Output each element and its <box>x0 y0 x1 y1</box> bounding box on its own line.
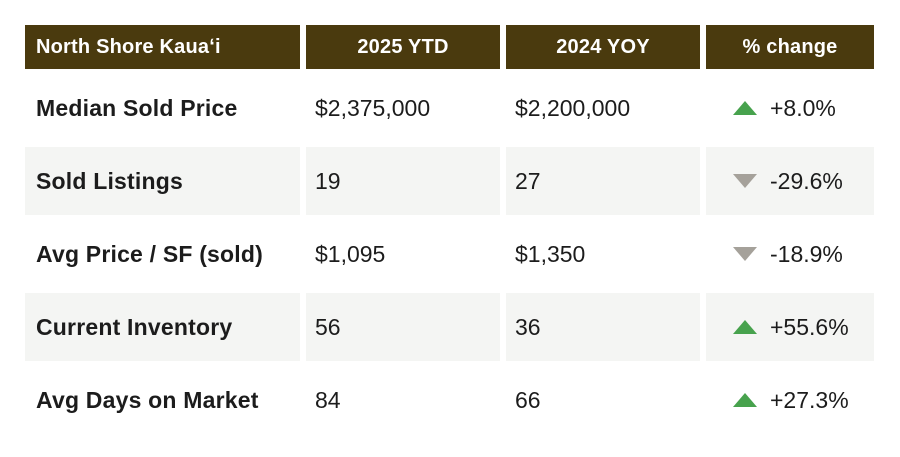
trend-triangle-icon <box>733 174 757 188</box>
value-2025-ytd: 19 <box>306 147 500 215</box>
change-value: +27.3% <box>770 386 849 413</box>
value-2024-yoy: 66 <box>515 386 541 413</box>
change-value: +8.0% <box>770 94 836 121</box>
change-indicator: +8.0% <box>733 95 874 122</box>
value-2024-yoy: 36 <box>506 293 700 361</box>
value-pct-change: -29.6% <box>706 147 874 215</box>
change-indicator: +55.6% <box>733 314 874 341</box>
metric-label: Current Inventory <box>25 293 300 361</box>
table-row: Avg Days on Market 84 66 +27.3% <box>25 366 874 434</box>
change-value: -18.9% <box>770 240 843 267</box>
value-2024-yoy: $1,350 <box>515 240 586 267</box>
change-indicator: -18.9% <box>733 241 874 268</box>
table-row: Current Inventory 56 36 +55.6% <box>25 293 874 361</box>
trend-triangle-icon <box>733 247 757 261</box>
value-pct-change: +27.3% <box>706 366 874 434</box>
value-pct-change: -18.9% <box>706 220 874 288</box>
trend-triangle-icon <box>733 101 757 115</box>
table-row: Median Sold Price $2,375,000 $2,200,000 … <box>25 74 874 142</box>
value-2025-ytd: $1,095 <box>315 240 386 267</box>
table-body: Median Sold Price $2,375,000 $2,200,000 … <box>25 74 874 434</box>
metric-label: Avg Price / SF (sold) <box>36 240 264 267</box>
metric-label: Avg Days on Market <box>36 386 259 413</box>
table-header-row: North Shore Kauaʻi 2025 YTD 2024 YOY % c… <box>25 25 874 69</box>
value-pct-change: +8.0% <box>706 74 874 142</box>
change-indicator: -29.6% <box>733 168 874 195</box>
market-stats-table: North Shore Kauaʻi 2025 YTD 2024 YOY % c… <box>19 20 880 439</box>
table-row: Avg Price / SF (sold) $1,095 $1,350 -18.… <box>25 220 874 288</box>
value-2025-ytd: 84 <box>315 386 341 413</box>
table-row: Sold Listings 19 27 -29.6% <box>25 147 874 215</box>
value-2025-ytd: 56 <box>306 293 500 361</box>
header-region: North Shore Kauaʻi <box>25 25 300 69</box>
value-2024-yoy: $2,200,000 <box>515 94 631 121</box>
trend-triangle-icon <box>733 320 757 334</box>
change-indicator: +27.3% <box>733 387 874 414</box>
value-2024-yoy: 27 <box>506 147 700 215</box>
value-2025-ytd: $2,375,000 <box>315 94 431 121</box>
header-pct-change: % change <box>706 25 874 69</box>
trend-triangle-icon <box>733 393 757 407</box>
header-2025-ytd: 2025 YTD <box>306 25 500 69</box>
header-2024-yoy: 2024 YOY <box>506 25 700 69</box>
metric-label: Median Sold Price <box>36 94 238 121</box>
metric-label: Sold Listings <box>25 147 300 215</box>
change-value: +55.6% <box>770 313 849 340</box>
value-pct-change: +55.6% <box>706 293 874 361</box>
change-value: -29.6% <box>770 167 843 194</box>
